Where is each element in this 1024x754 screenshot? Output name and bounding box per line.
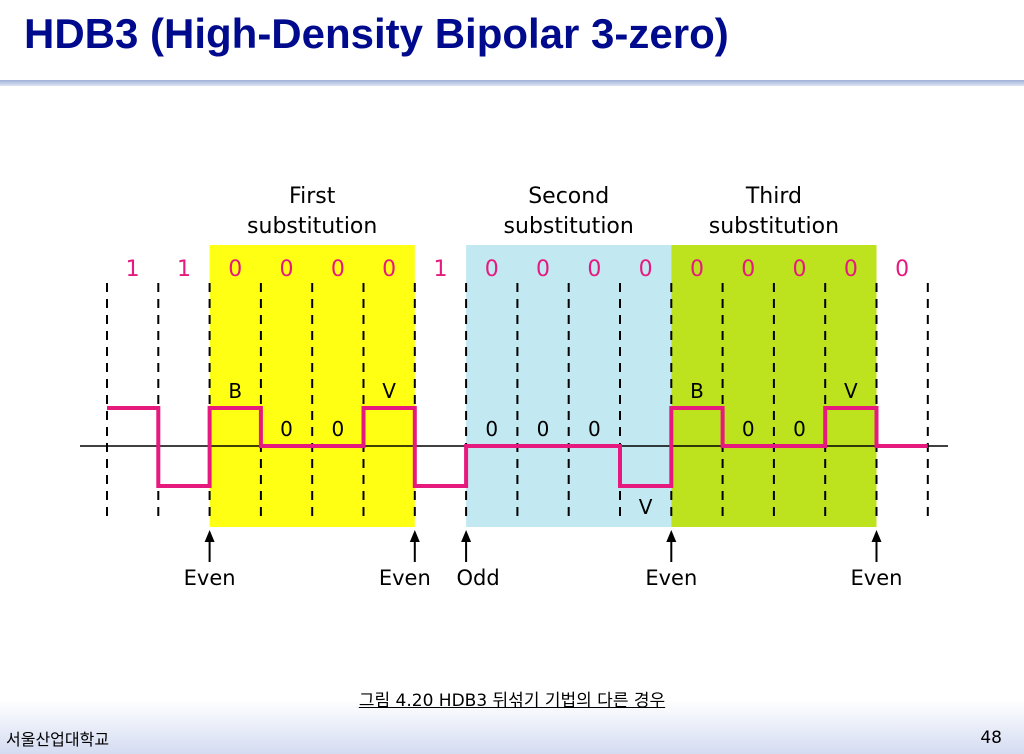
region-subtitle-1: substitution [247,214,377,239]
pulse-label: V [639,495,653,519]
bit-label: 0 [793,257,807,282]
footer-band [0,700,1024,754]
region-title-1: First [289,184,336,209]
bit-label: 0 [844,257,858,282]
up-arrow-icon [871,530,882,542]
pulse-label: 0 [280,417,293,441]
figure-caption: 그림 4.20 HDB3 뒤섞기 기법의 다른 경우 [358,691,666,711]
bit-label: 1 [126,257,140,282]
bit-label: 0 [587,257,601,282]
pulse-label: 0 [485,417,498,441]
up-arrow-icon [204,530,215,542]
bit-label: 0 [280,257,294,282]
pulse-label: 0 [588,417,601,441]
bit-label: 1 [177,257,191,282]
up-arrow-icon [461,530,472,542]
bit-label: 0 [895,257,909,282]
pulse-label: 0 [793,417,806,441]
slide-title: HDB3 (High-Density Bipolar 3-zero) [24,10,729,57]
bit-label: 0 [741,257,755,282]
region-title-2: Second [528,184,609,209]
parity-label: Even [184,566,236,590]
bit-label: 0 [382,257,396,282]
region-subtitle-3: substitution [709,214,839,239]
page-number: 48 [980,728,1002,748]
up-arrow-icon [409,530,420,542]
region-subtitle-2: substitution [504,214,634,239]
bit-label: 1 [433,257,447,282]
up-arrow-icon [666,530,677,542]
pulse-label: V [844,379,858,403]
parity-label: Even [851,566,903,590]
bit-label: 0 [639,257,653,282]
pulse-label: B [228,379,242,403]
bit-label: 0 [228,257,242,282]
bit-label: 0 [690,257,704,282]
parity-label: Even [379,566,431,590]
pulse-label: 0 [537,417,550,441]
parity-label: Even [645,566,697,590]
bit-label: 0 [536,257,550,282]
bit-label: 0 [331,257,345,282]
pulse-label: V [382,379,396,403]
hdb3-signal-waveform [107,406,928,488]
pulse-label: 0 [742,417,755,441]
pulse-label: B [690,379,704,403]
pulse-label: 0 [331,417,344,441]
parity-label: Odd [456,566,499,590]
university-name: 서울산업대학교 [6,730,110,749]
title-underline [0,80,1024,86]
hdb3-diagram: First substitution Second substitution Third… [80,184,948,590]
region-title-3: Third [745,184,802,209]
bit-label: 0 [485,257,499,282]
